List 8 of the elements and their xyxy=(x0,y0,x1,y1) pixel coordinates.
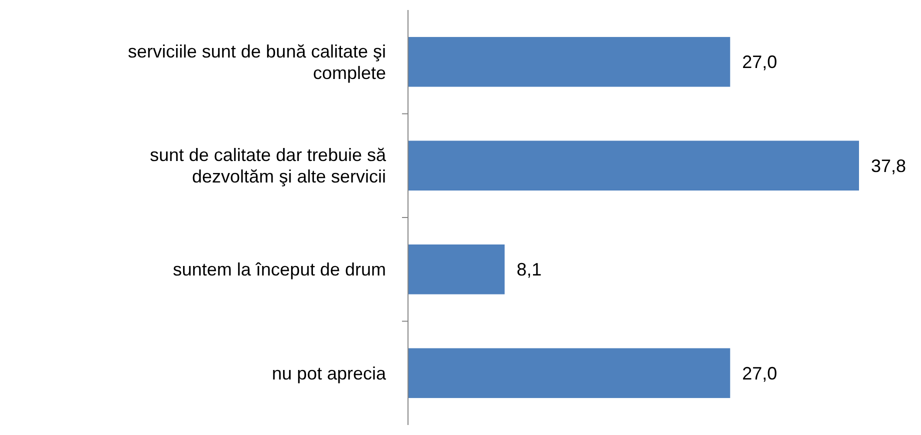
data-label: 27,0 xyxy=(742,363,778,384)
y-tick-label: nu pot aprecia xyxy=(272,363,387,384)
data-label: 37,8 xyxy=(871,156,906,176)
y-tick-label: sunt de calitate dar trebuie să dezvoltăm şi alte servicii xyxy=(150,145,387,187)
y-tick-label: suntem la început de drum xyxy=(172,260,386,280)
y-tick-label: serviciile sunt de bună calitate şi complete xyxy=(128,41,386,83)
data-label: 27,0 xyxy=(742,52,778,72)
data-label: 8,1 xyxy=(516,260,542,280)
